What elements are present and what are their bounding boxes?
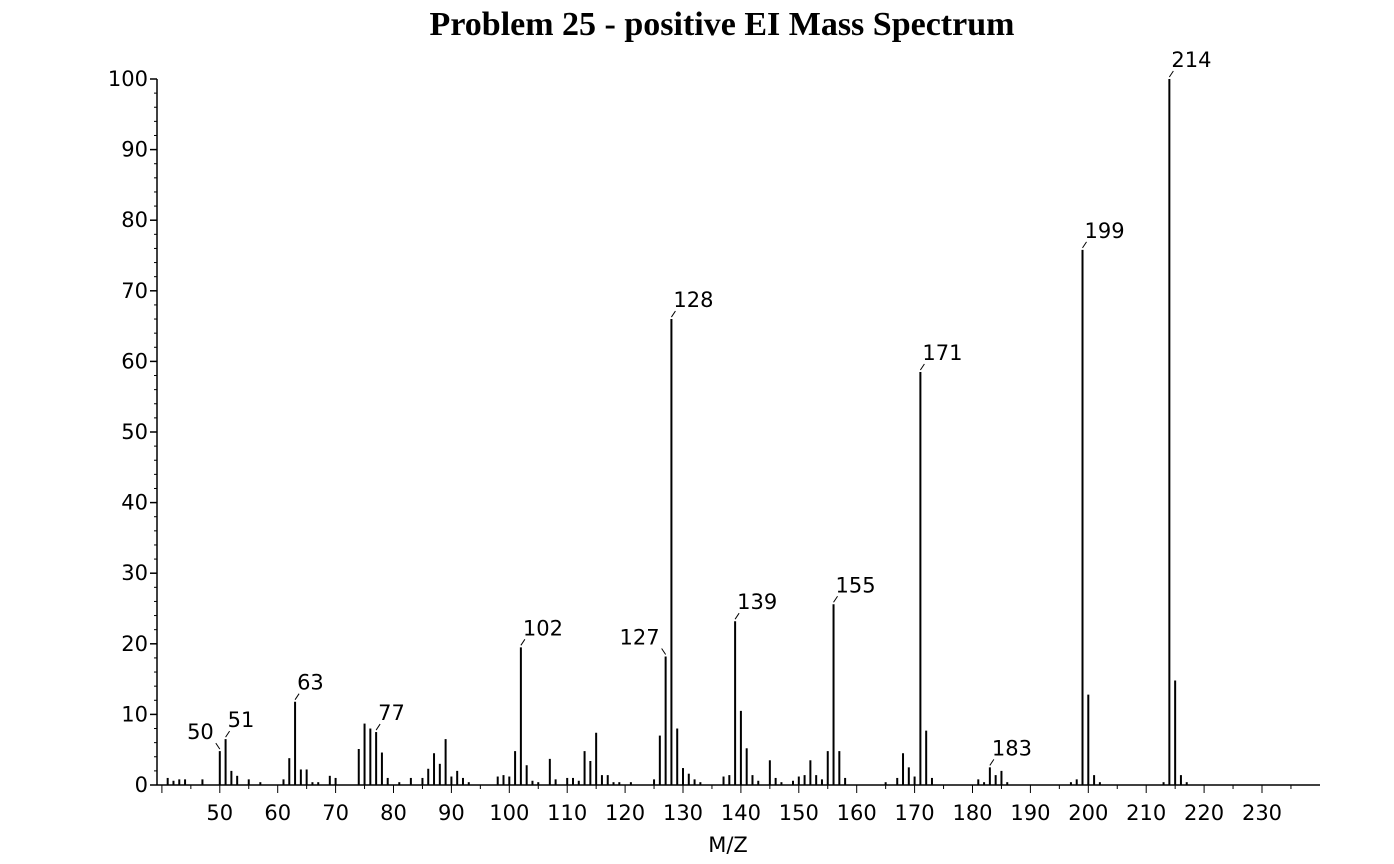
peak-leader-199 [1082,241,1087,249]
x-tick-label: 180 [952,801,992,825]
y-tick-label: 40 [121,491,148,515]
peak-leader-50 [215,742,221,750]
peak-leader-63 [294,693,300,700]
x-tick-label: 190 [1010,801,1050,825]
peak-label-77: 77 [378,701,405,725]
peak-leader-155 [833,595,838,603]
peak-label-51: 51 [228,708,255,732]
peak-label-102: 102 [523,616,563,640]
x-tick-label: 50 [206,801,233,825]
peak-leader-214 [1168,70,1174,78]
x-tick-label: 170 [895,801,935,825]
peak-label-50: 50 [187,720,214,744]
x-tick-label: 220 [1184,801,1224,825]
peak-label-128: 128 [673,288,713,312]
x-tick-label: 140 [721,801,761,825]
peak-leader-128 [671,310,676,318]
x-ticks-group: 50 60 70 80 90 100 110 120 130 140 150 160 170 180 190… [161,785,1292,825]
y-tick-label: 0 [135,773,148,797]
y-tick-label: 30 [121,561,148,585]
peak-label-171: 171 [922,341,962,365]
x-tick-label: 150 [779,801,819,825]
x-tick-label: 160 [837,801,877,825]
y-tick-label: 100 [108,67,148,91]
bars-group [166,79,1188,785]
peak-label-139: 139 [737,590,777,614]
y-tick-label: 80 [121,208,148,232]
peak-leader-51 [225,730,231,738]
peak-label-214: 214 [1171,48,1211,72]
x-tick-label: 60 [264,801,291,825]
peak-annotations-group: 50 51 63 77 102 127 128 139 155 171 183 199 214 [187,48,1211,766]
x-tick-label: 70 [322,801,349,825]
peak-label-183: 183 [992,736,1032,760]
x-tick-label: 120 [605,801,645,825]
x-tick-label: 230 [1242,801,1282,825]
peak-leader-183 [989,759,995,766]
x-tick-label: 80 [380,801,407,825]
peak-leader-139 [734,612,740,620]
chart-title: Problem 25 - positive EI Mass Spectrum [429,6,1015,43]
y-tick-label: 90 [121,138,148,162]
x-axis-label: M/Z [708,833,748,857]
x-tick-label: 100 [489,801,529,825]
x-tick-label: 90 [438,801,465,825]
peak-leader-102 [520,639,526,646]
peak-label-199: 199 [1085,219,1125,243]
y-tick-label: 20 [121,632,148,656]
y-tick-label: 10 [121,702,148,726]
axes-group [156,79,1320,786]
peak-leader-77 [375,723,381,731]
y-tick-label: 60 [121,349,148,373]
y-ticks-group: 0 10 20 30 40 50 60 70 80 90 100 [108,67,157,797]
x-tick-label: 210 [1126,801,1166,825]
peak-leader-127 [661,648,667,655]
y-tick-label: 50 [121,420,148,444]
peak-label-127: 127 [620,626,660,650]
peak-leader-171 [919,363,925,371]
x-tick-label: 130 [663,801,703,825]
peak-label-63: 63 [297,671,324,695]
x-tick-label: 200 [1068,801,1108,825]
y-tick-label: 70 [121,279,148,303]
x-tick-label: 110 [547,801,587,825]
peak-label-155: 155 [836,573,876,597]
